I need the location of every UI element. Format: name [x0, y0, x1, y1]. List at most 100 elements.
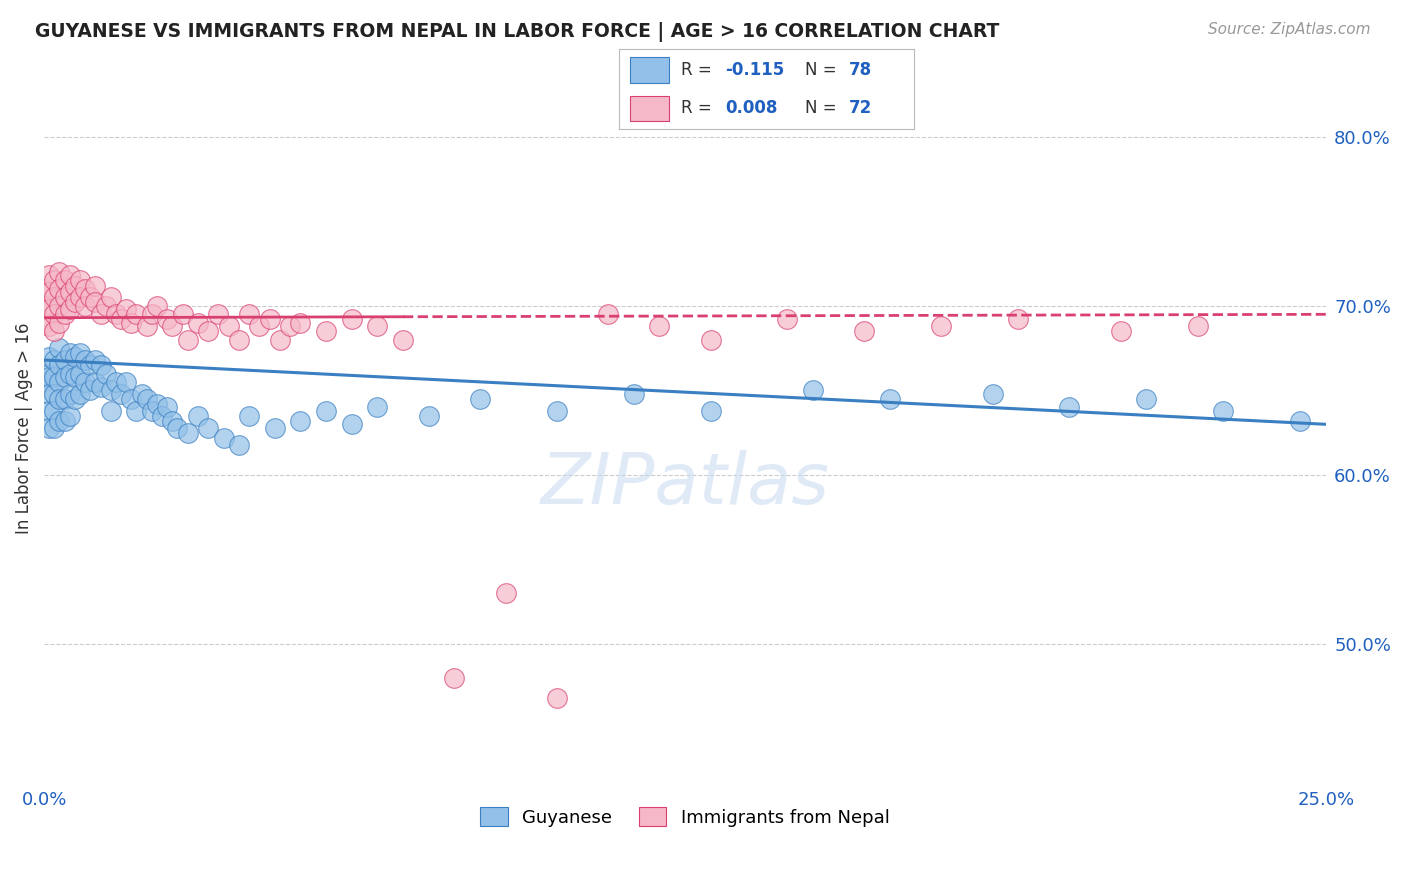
Point	[69, 387, 91, 401]
Point	[79, 358, 101, 372]
Point	[218, 319, 240, 334]
Text: 78: 78	[849, 61, 872, 78]
Point	[120, 316, 142, 330]
Point	[115, 375, 138, 389]
Point	[115, 302, 138, 317]
Point	[495, 586, 517, 600]
Point	[59, 285, 82, 300]
Point	[94, 367, 117, 381]
Point	[89, 307, 111, 321]
Point	[187, 409, 209, 423]
Point	[125, 307, 148, 321]
Point	[48, 375, 70, 389]
Point	[290, 316, 312, 330]
Point	[32, 375, 55, 389]
Point	[315, 403, 337, 417]
Point	[44, 324, 66, 338]
Text: R =: R =	[681, 100, 717, 118]
Point	[156, 401, 179, 415]
Point	[166, 420, 188, 434]
Point	[146, 397, 169, 411]
Point	[392, 333, 415, 347]
Text: 72: 72	[849, 100, 872, 118]
Point	[172, 307, 194, 321]
Text: -0.115: -0.115	[725, 61, 785, 78]
Point	[1187, 319, 1209, 334]
Point	[79, 384, 101, 398]
Point	[63, 295, 86, 310]
Point	[110, 387, 132, 401]
Point	[53, 392, 76, 406]
Point	[69, 273, 91, 287]
Point	[38, 319, 60, 334]
Point	[38, 302, 60, 317]
Point	[162, 414, 184, 428]
Point	[187, 316, 209, 330]
Point	[44, 290, 66, 304]
Point	[48, 316, 70, 330]
Point	[176, 425, 198, 440]
Point	[104, 307, 127, 321]
Point	[197, 324, 219, 338]
Point	[249, 319, 271, 334]
Point	[1007, 312, 1029, 326]
Point	[228, 333, 250, 347]
Point	[44, 273, 66, 287]
Point	[340, 417, 363, 432]
Point	[104, 375, 127, 389]
Point	[48, 299, 70, 313]
Point	[468, 392, 491, 406]
Point	[84, 353, 107, 368]
Point	[290, 414, 312, 428]
Point	[53, 414, 76, 428]
Text: 0.008: 0.008	[725, 100, 778, 118]
Point	[59, 409, 82, 423]
Text: GUYANESE VS IMMIGRANTS FROM NEPAL IN LABOR FORCE | AGE > 16 CORRELATION CHART: GUYANESE VS IMMIGRANTS FROM NEPAL IN LAB…	[35, 22, 1000, 42]
Point	[156, 312, 179, 326]
Point	[59, 302, 82, 317]
Point	[44, 420, 66, 434]
Point	[84, 278, 107, 293]
Point	[125, 403, 148, 417]
Point	[366, 401, 388, 415]
Text: ZIPatlas: ZIPatlas	[540, 450, 830, 519]
Bar	[630, 57, 669, 83]
Point	[69, 346, 91, 360]
Point	[63, 392, 86, 406]
Point	[100, 290, 122, 304]
Y-axis label: In Labor Force | Age > 16: In Labor Force | Age > 16	[15, 323, 32, 534]
Point	[48, 282, 70, 296]
Point	[44, 370, 66, 384]
Text: R =: R =	[681, 61, 717, 78]
Point	[197, 420, 219, 434]
Point	[89, 380, 111, 394]
Point	[238, 409, 260, 423]
Point	[38, 420, 60, 434]
Point	[366, 319, 388, 334]
Point	[596, 307, 619, 321]
Point	[75, 299, 97, 313]
Point	[48, 392, 70, 406]
Point	[100, 403, 122, 417]
Point	[38, 285, 60, 300]
Point	[1109, 324, 1132, 338]
Point	[48, 358, 70, 372]
Point	[150, 409, 173, 423]
Point	[110, 312, 132, 326]
Point	[238, 307, 260, 321]
Point	[259, 312, 281, 326]
Point	[48, 265, 70, 279]
Point	[879, 392, 901, 406]
Point	[69, 290, 91, 304]
Point	[84, 295, 107, 310]
Point	[120, 392, 142, 406]
Text: N =: N =	[804, 61, 842, 78]
Point	[89, 358, 111, 372]
Point	[59, 367, 82, 381]
Point	[546, 691, 568, 706]
Point	[32, 282, 55, 296]
Point	[32, 316, 55, 330]
Point	[44, 307, 66, 321]
Point	[32, 299, 55, 313]
Point	[48, 414, 70, 428]
